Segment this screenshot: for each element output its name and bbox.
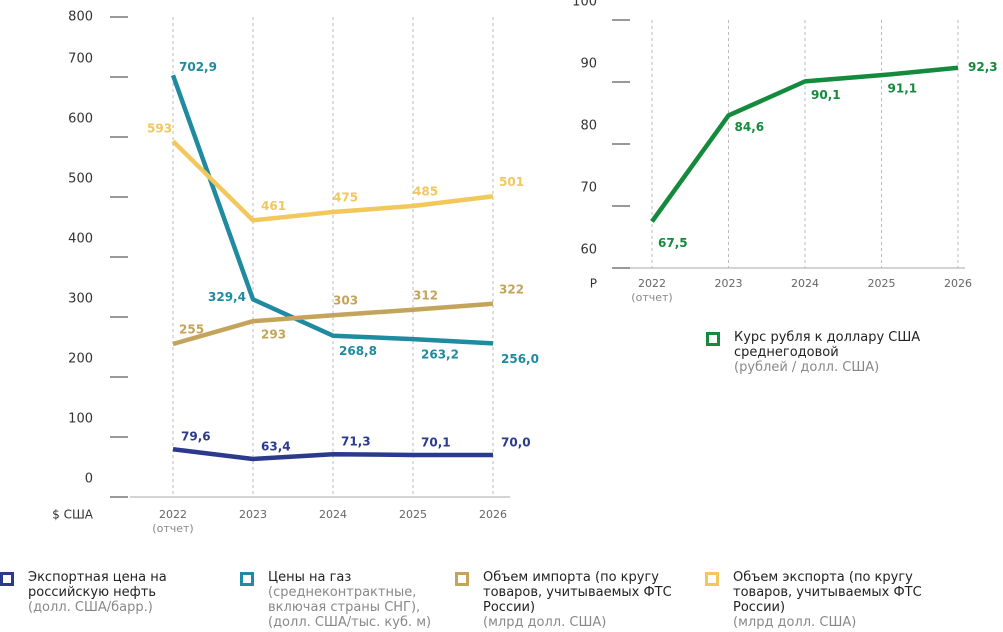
x-tick-note: (отчет) — [631, 291, 672, 304]
data-label: 329,4 — [208, 290, 246, 304]
data-label: 67,5 — [658, 236, 688, 250]
x-tick-label: 2024 — [319, 508, 347, 521]
legend-unit: (млрд долл. США) — [733, 615, 857, 630]
legend-name: Курс рубля к доллару США среднегодовой — [734, 330, 921, 360]
data-label: 71,3 — [341, 435, 371, 449]
data-label: 63,4 — [261, 439, 291, 453]
y-unit: $ США — [52, 508, 94, 522]
series-line — [171, 139, 494, 223]
data-label: 263,2 — [421, 348, 459, 362]
y-tick-label: 500 — [68, 172, 93, 187]
y-tick-label: 200 — [68, 352, 93, 367]
legend-swatch — [706, 332, 720, 346]
data-label: 322 — [499, 282, 524, 296]
series-line — [172, 301, 494, 347]
legend-unit: (среднеконтрактные, включая страны СНГ),… — [268, 585, 432, 630]
data-label: 303 — [333, 294, 358, 308]
data-label: 593 — [147, 122, 172, 136]
data-label: 501 — [499, 175, 524, 189]
legend-swatch — [0, 572, 14, 586]
legend-name: Объем импорта (по кругу товаров, учитыва… — [483, 570, 672, 615]
data-label: 293 — [261, 328, 286, 342]
x-tick-label: 2026 — [944, 277, 972, 290]
data-label: 702,9 — [179, 60, 217, 74]
x-tick-label: 2022 — [638, 277, 666, 290]
data-label: 312 — [413, 288, 438, 302]
series-line — [650, 65, 959, 223]
x-tick-note: (отчет) — [152, 522, 193, 535]
y-tick-label: 60 — [580, 243, 597, 258]
legend-unit: (рублей / долл. США) — [734, 360, 880, 375]
series-line — [172, 447, 494, 462]
legend-swatch — [705, 572, 719, 586]
legend-item: Курс рубля к доллару США среднегодовой (р… — [706, 330, 976, 375]
y-tick-label: 70 — [580, 181, 597, 196]
legend-unit: (долл. США/барр.) — [28, 600, 153, 615]
x-tick-label: 2024 — [791, 277, 819, 290]
y-unit: Р — [590, 277, 597, 291]
data-label: 485 — [413, 185, 438, 199]
x-tick-label: 2023 — [715, 277, 743, 290]
data-label: 84,6 — [735, 120, 765, 134]
series-line — [170, 74, 494, 346]
data-label: 92,3 — [968, 60, 998, 74]
y-tick-label: 700 — [68, 52, 93, 67]
x-tick-label: 2025 — [868, 277, 896, 290]
legend-item: Объем экспорта (по кругу товаров, учитыв… — [705, 570, 940, 630]
y-tick-label: 0 — [85, 472, 93, 487]
y-tick-label: 800 — [68, 10, 93, 25]
legend-unit: (млрд долл. США) — [483, 615, 607, 630]
data-label: 461 — [261, 199, 286, 213]
data-label: 256,0 — [501, 352, 539, 366]
data-label: 255 — [179, 323, 204, 337]
y-tick-label: 100 — [572, 0, 597, 10]
legend-text: Объем импорта (по кругу товаров, учитыва… — [483, 570, 690, 630]
data-label: 70,1 — [421, 435, 451, 449]
legend-name: Экспортная цена на российскую нефть — [28, 570, 167, 600]
y-tick-label: 100 — [68, 412, 93, 427]
y-tick-label: 80 — [580, 119, 597, 134]
data-label: 79,6 — [181, 430, 211, 444]
data-label: 90,1 — [811, 88, 841, 102]
x-tick-label: 2023 — [239, 508, 267, 521]
legend-text: Курс рубля к доллару США среднегодовой (р… — [734, 330, 976, 375]
legend-item: Экспортная цена на российскую нефть (долл… — [0, 570, 170, 615]
legend-text: Экспортная цена на российскую нефть (долл… — [28, 570, 170, 615]
legend-text: Объем экспорта (по кругу товаров, учитыв… — [733, 570, 940, 630]
data-label: 70,0 — [501, 436, 531, 450]
legend-item: Объем импорта (по кругу товаров, учитыва… — [455, 570, 690, 630]
x-tick-label: 2025 — [399, 508, 427, 521]
legend-swatch — [240, 572, 254, 586]
data-label: 475 — [333, 191, 358, 205]
y-tick-label: 400 — [68, 232, 93, 247]
legend-item: Цены на газ (среднеконтрактные, включая с… — [240, 570, 440, 630]
y-tick-label: 90 — [580, 57, 597, 72]
x-tick-label: 2022 — [159, 508, 187, 521]
legend-name: Цены на газ — [268, 570, 352, 585]
y-tick-label: 300 — [68, 292, 93, 307]
y-tick-label: 600 — [68, 112, 93, 127]
data-label: 268,8 — [339, 344, 377, 358]
x-tick-label: 2026 — [479, 508, 507, 521]
legend-swatch — [455, 572, 469, 586]
legend-text: Цены на газ (среднеконтрактные, включая с… — [268, 570, 440, 630]
legend-name: Объем экспорта (по кругу товаров, учитыв… — [733, 570, 922, 615]
data-label: 91,1 — [888, 82, 918, 96]
